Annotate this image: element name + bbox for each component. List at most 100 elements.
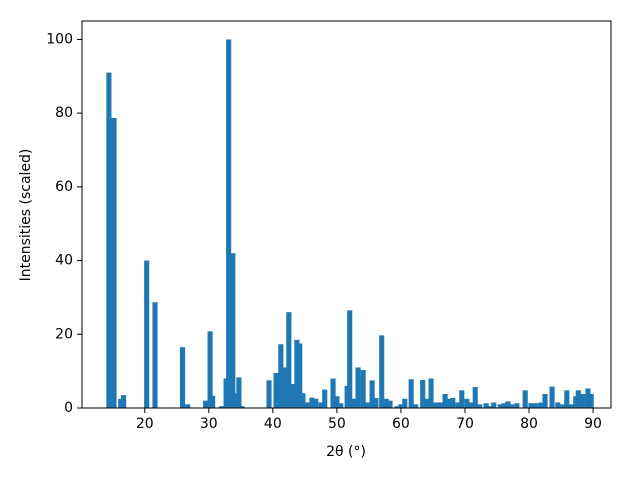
bar bbox=[300, 393, 306, 408]
bar bbox=[555, 402, 561, 408]
bar bbox=[273, 372, 279, 408]
bar bbox=[585, 388, 591, 408]
x-axis-label: 2θ (°) bbox=[326, 444, 366, 460]
bar bbox=[290, 384, 296, 408]
bar bbox=[152, 302, 158, 408]
bar bbox=[223, 378, 229, 408]
bar bbox=[278, 344, 284, 408]
bar bbox=[334, 396, 340, 408]
bar bbox=[379, 335, 385, 408]
x-tick-label: 90 bbox=[584, 416, 602, 432]
bar bbox=[483, 403, 489, 408]
bar bbox=[501, 403, 507, 408]
bar bbox=[413, 404, 419, 408]
bar bbox=[347, 310, 353, 408]
y-axis-label: Intensities (scaled) bbox=[18, 149, 34, 282]
plot-frame bbox=[81, 20, 612, 409]
bar bbox=[428, 378, 434, 408]
bar bbox=[420, 379, 426, 408]
x-tick-label: 20 bbox=[136, 416, 154, 432]
bar bbox=[365, 402, 371, 408]
bar bbox=[309, 397, 315, 408]
bar bbox=[402, 398, 408, 408]
bar bbox=[338, 403, 344, 408]
bar bbox=[236, 377, 242, 408]
bar bbox=[491, 402, 497, 408]
bar bbox=[266, 380, 272, 408]
bar bbox=[497, 404, 503, 408]
bar bbox=[387, 400, 393, 408]
bar bbox=[219, 406, 225, 408]
bar bbox=[446, 398, 452, 408]
bar bbox=[144, 260, 150, 408]
x-tick-label: 60 bbox=[392, 416, 410, 432]
bar bbox=[438, 402, 444, 408]
bar bbox=[210, 395, 216, 408]
bar bbox=[477, 404, 483, 408]
bar bbox=[313, 398, 319, 408]
bar bbox=[459, 390, 465, 408]
bar bbox=[207, 331, 213, 408]
bar bbox=[505, 401, 511, 408]
y-tick-label: 20 bbox=[55, 326, 73, 342]
bar bbox=[330, 378, 336, 408]
y-tick-label: 100 bbox=[46, 31, 73, 47]
bar bbox=[286, 312, 292, 408]
bar bbox=[568, 404, 574, 408]
x-tick-label: 80 bbox=[520, 416, 538, 432]
bar bbox=[282, 367, 288, 408]
bar bbox=[185, 404, 191, 408]
bar bbox=[111, 117, 117, 408]
bar bbox=[575, 390, 581, 408]
bar bbox=[230, 253, 236, 408]
bar bbox=[424, 398, 430, 408]
bar bbox=[408, 379, 414, 408]
bar bbox=[106, 72, 112, 408]
bar bbox=[588, 393, 594, 408]
y-tick-label: 80 bbox=[55, 105, 73, 121]
bar bbox=[580, 393, 586, 408]
x-tick-label: 50 bbox=[328, 416, 346, 432]
bar bbox=[239, 406, 245, 408]
bar bbox=[318, 402, 324, 408]
bar bbox=[322, 389, 328, 408]
bar bbox=[464, 398, 470, 408]
bar bbox=[360, 370, 366, 408]
bar bbox=[305, 402, 311, 408]
x-tick-label: 30 bbox=[200, 416, 218, 432]
bar bbox=[560, 404, 566, 408]
bar bbox=[369, 380, 375, 408]
bar bbox=[549, 386, 555, 408]
bar bbox=[522, 390, 528, 408]
bar bbox=[118, 398, 124, 408]
x-tick-label: 70 bbox=[456, 416, 474, 432]
bar bbox=[509, 404, 515, 408]
bar bbox=[487, 406, 493, 408]
bar bbox=[179, 347, 186, 408]
bar bbox=[351, 398, 357, 408]
bar bbox=[528, 403, 534, 408]
y-tick-label: 0 bbox=[64, 400, 73, 416]
bar bbox=[468, 402, 474, 408]
bar bbox=[442, 393, 448, 408]
bar bbox=[233, 393, 239, 408]
bar bbox=[355, 367, 361, 408]
x-tick-label: 40 bbox=[264, 416, 282, 432]
y-tick-label: 40 bbox=[55, 253, 73, 269]
bar bbox=[564, 390, 570, 408]
bar bbox=[472, 386, 478, 408]
y-tick-label: 60 bbox=[55, 179, 73, 195]
bar bbox=[297, 343, 303, 408]
bar bbox=[538, 402, 544, 408]
bar bbox=[203, 400, 209, 408]
bar bbox=[533, 403, 539, 408]
bar bbox=[294, 339, 300, 408]
bar bbox=[433, 402, 439, 408]
bar bbox=[373, 398, 379, 408]
bar bbox=[514, 403, 520, 408]
bar bbox=[455, 402, 461, 408]
bar bbox=[121, 395, 127, 408]
bar bbox=[226, 39, 232, 409]
bar bbox=[450, 398, 456, 408]
